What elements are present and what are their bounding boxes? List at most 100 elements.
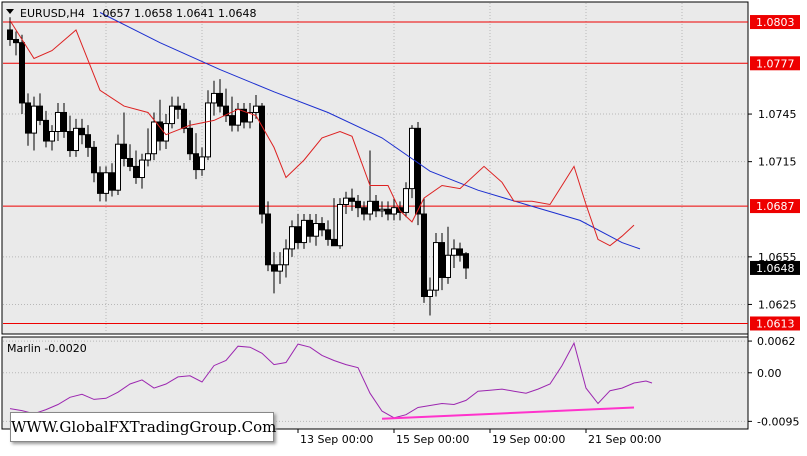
price-tick-label: 1.0625 (758, 298, 797, 311)
bullish-candle (301, 219, 307, 244)
bearish-candle (241, 108, 247, 123)
bullish-candle (379, 208, 385, 212)
bearish-candle (25, 102, 31, 134)
bearish-candle (331, 238, 337, 247)
watermark: WWW.GlobalFXTradingGroup.Com (10, 412, 276, 442)
level-price-box (750, 316, 800, 331)
bearish-candle (319, 223, 325, 231)
time-scale: 13 Sep 00:00 15 Sep 00:00 19 Sep 00:00 21 S… (297, 429, 661, 446)
chart-symbol: EURUSD,H4 (20, 7, 85, 20)
time-tick-label: 19 Sep 00:00 (492, 433, 565, 446)
bearish-candle (7, 29, 13, 40)
fast-moving-average-line (9, 20, 635, 247)
bullish-candle (139, 159, 145, 179)
level-price-label: 1.0687 (756, 200, 795, 213)
bearish-candle (271, 264, 277, 272)
bullish-candle (151, 121, 157, 155)
indicator-scale: 0.0062 0.00 -0.0095 (748, 335, 799, 428)
bearish-candle (415, 127, 421, 215)
current-price-box (750, 260, 800, 275)
bearish-candle (457, 248, 463, 256)
bullish-candle (55, 111, 61, 133)
bearish-candle (85, 134, 91, 148)
symbol-dropdown-icon[interactable] (6, 9, 14, 14)
bearish-candle (229, 115, 235, 126)
bearish-candle (97, 172, 103, 194)
bullish-candle (169, 105, 175, 125)
bearish-candle (181, 108, 187, 129)
level-price-box (750, 15, 800, 30)
time-tick-label: 13 Sep 00:00 (300, 433, 373, 446)
bearish-candle (217, 92, 223, 107)
bearish-candle (91, 146, 97, 174)
bearish-candle (223, 105, 229, 117)
bullish-candle (115, 143, 121, 191)
bearish-candle (307, 219, 313, 237)
bearish-candle (193, 153, 199, 171)
bearish-candle (13, 38, 19, 44)
bearish-candle (325, 229, 331, 240)
indicator-label: Marlin -0.0020 (7, 342, 87, 355)
bearish-candle (439, 242, 445, 278)
bullish-candle (337, 203, 343, 247)
bullish-candle (445, 254, 451, 278)
price-pane-background (1, 1, 749, 335)
bearish-candle (175, 105, 181, 110)
bullish-candle (433, 242, 439, 291)
indicator-tick-label: 0.0062 (757, 335, 796, 348)
bearish-candle (133, 165, 139, 179)
indicator-tick-label: -0.0095 (757, 415, 799, 428)
bearish-candle (265, 213, 271, 266)
price-tick-label: 1.0655 (758, 251, 797, 264)
bullish-candle (199, 156, 205, 171)
bearish-candle (79, 127, 85, 136)
bearish-candle (67, 131, 73, 152)
slow-moving-average-line (99, 12, 641, 250)
bullish-candle (145, 153, 151, 161)
bullish-candle (391, 207, 397, 215)
bullish-candle (211, 92, 217, 104)
bullish-candle (49, 131, 55, 142)
bullish-candle (313, 223, 319, 237)
price-tick-label: 1.0745 (758, 108, 797, 121)
bearish-candle (43, 119, 49, 142)
bearish-candle (157, 121, 163, 142)
bearish-candle (385, 208, 391, 215)
bullish-candle (73, 127, 79, 152)
bearish-candle (187, 127, 193, 155)
bullish-candle (103, 172, 109, 194)
bearish-candle (61, 111, 67, 133)
bearish-candle (373, 200, 379, 212)
bullish-candle (235, 108, 241, 126)
bearish-candle (295, 226, 301, 244)
bullish-candle (283, 248, 289, 266)
bullish-candle (253, 105, 259, 113)
marlin-indicator (9, 341, 653, 420)
level-price-label: 1.0613 (756, 317, 795, 330)
bearish-candle (349, 197, 355, 202)
price-scale: 1.0745 1.0715 1.0655 1.0625 1.0803 1.0777 1.06… (748, 15, 800, 331)
moving-averages (9, 12, 641, 250)
current-price-label: 1.0648 (756, 262, 795, 275)
bullish-candle (205, 102, 211, 158)
bullish-candle (277, 264, 283, 272)
bearish-candle (19, 42, 25, 104)
chart-ohlc: 1.0657 1.0658 1.0641 1.0648 (92, 7, 256, 20)
time-tick-label: 15 Sep 00:00 (396, 433, 469, 446)
bullish-candle (367, 200, 373, 215)
bearish-candle (355, 200, 361, 209)
time-tick-label: 21 Sep 00:00 (588, 433, 661, 446)
bearish-candle (259, 105, 265, 215)
indicator-tick-label: 0.00 (757, 367, 782, 380)
bullish-candle (289, 226, 295, 250)
marlin-line (9, 341, 653, 419)
price-tick-label: 1.0715 (758, 156, 797, 169)
bearish-candle (109, 172, 115, 191)
bullish-candle (343, 197, 349, 205)
bullish-candle (451, 248, 457, 256)
bearish-candle (463, 253, 469, 269)
bearish-candle (421, 213, 427, 298)
level-price-label: 1.0803 (756, 16, 795, 29)
